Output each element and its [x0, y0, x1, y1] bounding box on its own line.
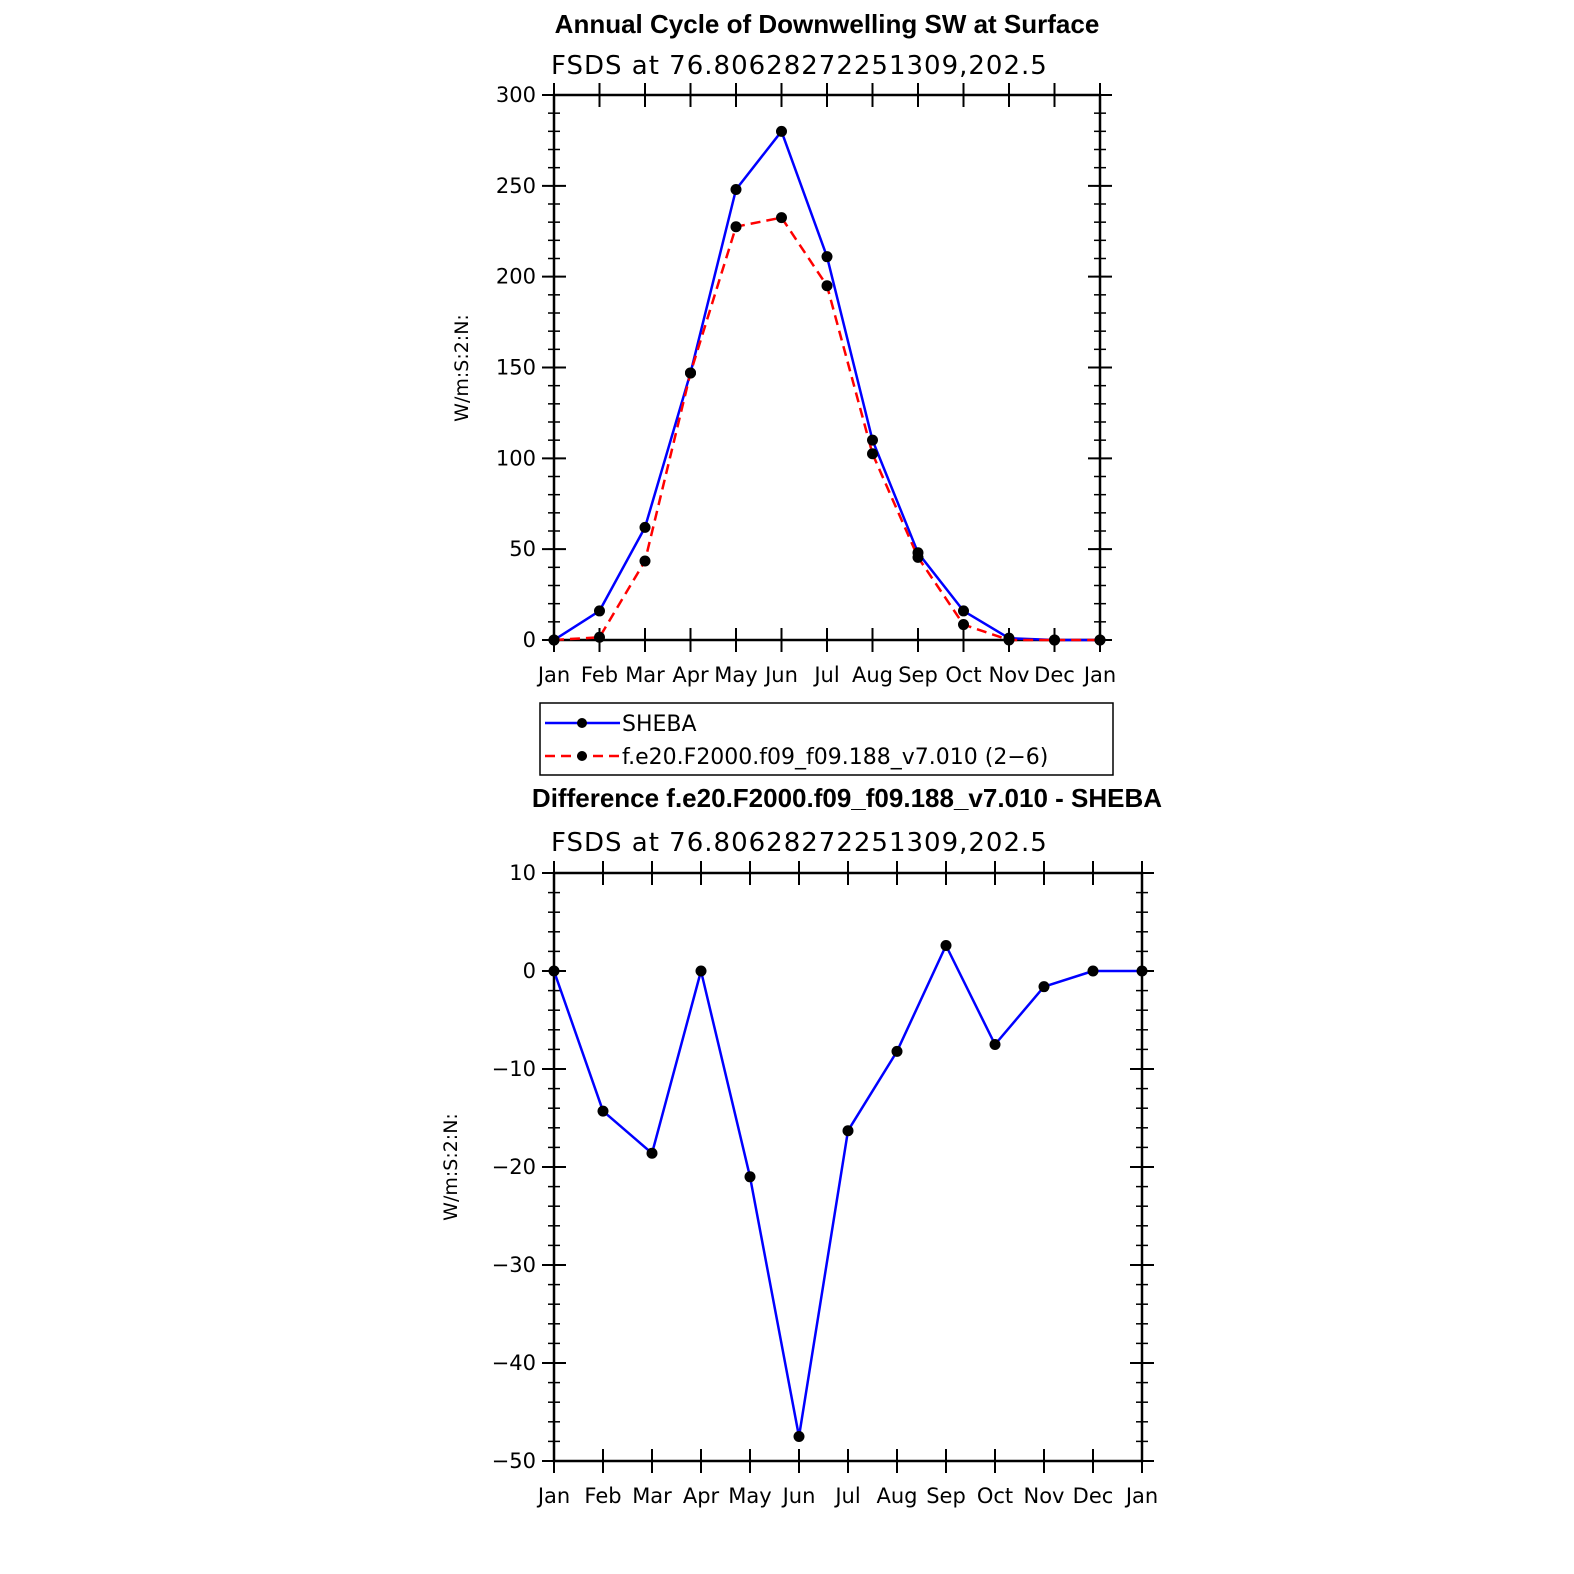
x-tick-label: Jun	[781, 1484, 816, 1508]
chart-title: Difference f.e20.F2000.f09_f09.188_v7.01…	[532, 783, 1162, 813]
x-tick-label: Mar	[625, 663, 665, 687]
legend-box	[539, 702, 1114, 776]
x-tick-label: Oct	[977, 1484, 1013, 1508]
data-point-s0-7	[891, 1045, 903, 1057]
legend-label-sheba: SHEBA	[622, 712, 697, 737]
y-tick-label: 100	[496, 446, 536, 470]
series-group	[548, 125, 1106, 646]
data-point-s0-4	[744, 1171, 756, 1183]
legend: SHEBA f.e20.F2000.f09_f09.188_v7.010 (2−…	[539, 702, 1114, 776]
legend-entry-sheba: SHEBA	[545, 712, 697, 737]
legend-marker-sheba	[577, 718, 587, 728]
data-point-s0-7	[867, 434, 878, 446]
y-tick-label: 200	[496, 265, 536, 289]
data-point-s0-10	[1038, 981, 1050, 993]
x-tick-label: Jan	[536, 663, 570, 687]
annual-cycle-panel: Annual Cycle of Downwelling SW at Surfac…	[451, 9, 1116, 776]
data-point-s0-6	[842, 1125, 854, 1137]
data-point-s1-7	[867, 448, 878, 460]
chart-subtitle: FSDS at 76.80628272251309,202.5	[551, 828, 1048, 858]
y-axis-label: W/m:S:2:N:	[440, 1113, 462, 1221]
y-tick-label: 150	[496, 356, 536, 380]
data-point-s1-6	[821, 280, 833, 292]
y-tick-label: 0	[523, 959, 536, 983]
x-tick-label: Mar	[632, 1484, 672, 1508]
series-group	[548, 940, 1148, 1442]
legend-label-model: f.e20.F2000.f09_f09.188_v7.010 (2−6)	[622, 745, 1048, 770]
data-point-s0-11	[1087, 965, 1099, 977]
data-point-s0-2	[646, 1147, 658, 1159]
y-tick-label: 0	[523, 628, 536, 652]
x-tick-label: Jan	[1124, 1484, 1158, 1508]
data-point-s1-3	[685, 367, 696, 379]
data-point-s1-5	[776, 212, 787, 224]
y-tick-label: 50	[509, 537, 536, 561]
x-tick-label: Oct	[945, 663, 981, 687]
data-point-s0-9	[989, 1039, 1001, 1050]
x-tick-label: Dec	[1034, 663, 1075, 687]
data-point-s1-10	[1003, 634, 1015, 646]
y-axis-label: W/m:S:2:N:	[451, 314, 473, 422]
y-tick-label: −10	[492, 1057, 536, 1081]
chart-title: Annual Cycle of Downwelling SW at Surfac…	[555, 9, 1100, 39]
x-tick-label: Jan	[1082, 663, 1116, 687]
x-tick-label: Sep	[898, 663, 938, 687]
data-point-s0-0	[548, 965, 560, 977]
data-point-s0-6	[821, 251, 833, 263]
x-tick-label: Nov	[989, 663, 1030, 687]
data-point-s1-0	[548, 634, 560, 646]
y-tick-label: −30	[492, 1253, 536, 1277]
x-tick-label: Feb	[584, 1484, 621, 1508]
x-tick-label: Apr	[672, 663, 709, 687]
plot-frame: 0 50 100 150 200 250 300 Jan Feb Mar Apr May Jun Jul A…	[496, 83, 1116, 687]
chart-subtitle: FSDS at 76.80628272251309,202.5	[551, 51, 1048, 81]
x-tick-label: Jul	[833, 1484, 860, 1508]
data-point-s0-5	[793, 1431, 805, 1442]
data-point-s1-11	[1049, 634, 1060, 646]
x-tick-label: Apr	[683, 1484, 720, 1508]
x-tick-label: Nov	[1024, 1484, 1065, 1508]
x-tick-label: Feb	[581, 663, 618, 687]
x-tick-label: Jan	[536, 1484, 570, 1508]
data-point-s0-2	[639, 521, 651, 533]
y-tick-label: 300	[496, 83, 536, 107]
y-tick-label: 250	[496, 174, 536, 198]
plot-border	[552, 93, 1102, 642]
data-point-s0-8	[940, 940, 952, 952]
legend-marker-model	[577, 751, 587, 761]
y-tick-label: −40	[492, 1351, 536, 1375]
data-point-s0-12	[1136, 965, 1148, 977]
data-point-s0-3	[695, 965, 707, 977]
plot-border	[552, 871, 1144, 1463]
x-tick-label: May	[714, 663, 757, 687]
data-point-s1-4	[730, 221, 742, 233]
x-tick-label: Dec	[1073, 1484, 1114, 1508]
legend-entry-model: f.e20.F2000.f09_f09.188_v7.010 (2−6)	[545, 745, 1048, 770]
difference-panel: Difference f.e20.F2000.f09_f09.188_v7.01…	[440, 783, 1162, 1508]
x-tick-label: Aug	[876, 1484, 917, 1508]
y-tick-label: −50	[492, 1449, 536, 1473]
data-point-s1-9	[958, 619, 969, 631]
data-point-s1-8	[912, 551, 924, 563]
x-tick-label: Jun	[763, 663, 798, 687]
data-point-s0-9	[958, 605, 969, 617]
data-point-s0-4	[730, 183, 742, 195]
data-point-s1-2	[639, 555, 651, 567]
series-line-0	[552, 944, 1142, 1438]
x-tick-label: May	[728, 1484, 771, 1508]
data-point-s0-1	[597, 1105, 609, 1117]
data-point-s0-1	[594, 605, 605, 617]
data-point-s1-12	[1094, 634, 1106, 646]
x-tick-label: Aug	[852, 663, 893, 687]
series-line-0	[553, 130, 1100, 642]
data-point-s1-1	[594, 631, 605, 643]
x-tick-label: Sep	[926, 1484, 966, 1508]
y-tick-label: 10	[509, 861, 536, 885]
x-tick-label: Jul	[812, 663, 839, 687]
y-tick-label: −20	[492, 1155, 536, 1179]
data-point-s0-5	[776, 125, 787, 137]
